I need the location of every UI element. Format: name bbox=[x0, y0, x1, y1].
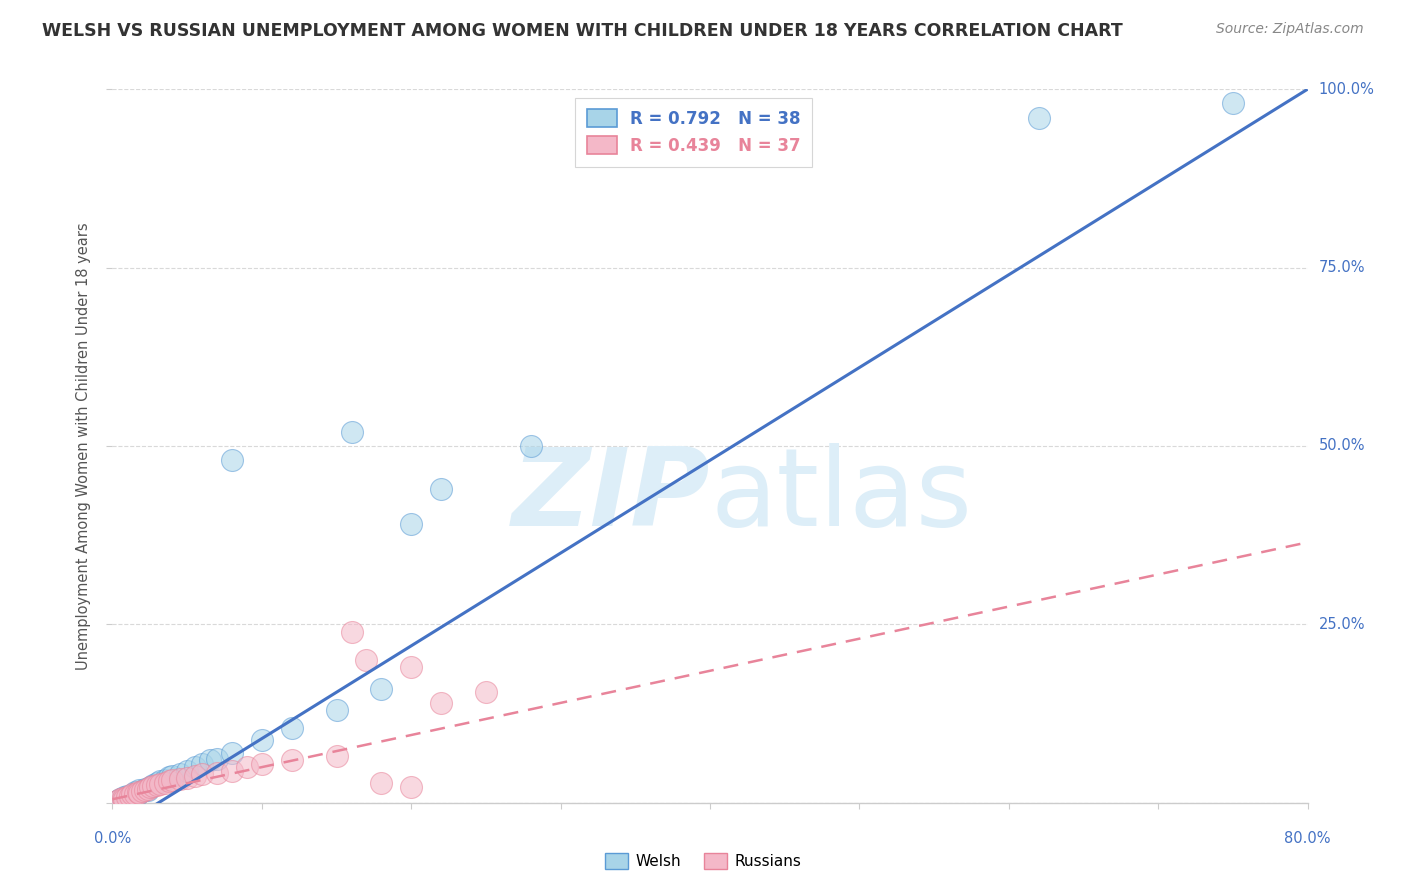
Point bbox=[108, 791, 131, 805]
Point bbox=[153, 772, 176, 787]
Point bbox=[176, 764, 198, 778]
Point bbox=[370, 681, 392, 696]
Point bbox=[205, 751, 228, 765]
Point bbox=[198, 753, 221, 767]
Text: 0.0%: 0.0% bbox=[94, 830, 131, 846]
Point bbox=[250, 756, 273, 771]
Point bbox=[169, 767, 191, 781]
Point bbox=[122, 787, 145, 801]
Point bbox=[105, 794, 128, 808]
Point bbox=[120, 789, 142, 803]
Point bbox=[139, 780, 162, 794]
Point bbox=[124, 787, 146, 801]
Point bbox=[325, 749, 347, 764]
Point bbox=[191, 756, 214, 771]
Point bbox=[117, 790, 139, 805]
Point bbox=[134, 781, 156, 796]
Point bbox=[131, 784, 153, 798]
Point bbox=[191, 767, 214, 781]
Point bbox=[176, 771, 198, 785]
Point bbox=[139, 780, 162, 794]
Text: 25.0%: 25.0% bbox=[1319, 617, 1365, 632]
Point bbox=[138, 783, 160, 797]
Point bbox=[250, 733, 273, 747]
Point bbox=[114, 791, 135, 805]
Point bbox=[340, 624, 363, 639]
Point bbox=[131, 784, 153, 798]
Point bbox=[401, 660, 423, 674]
Point bbox=[128, 786, 150, 800]
Point bbox=[127, 785, 149, 799]
Point bbox=[281, 753, 304, 767]
Point bbox=[325, 703, 347, 717]
Point bbox=[142, 778, 165, 792]
Text: 75.0%: 75.0% bbox=[1319, 260, 1365, 275]
Point bbox=[221, 453, 243, 467]
Point bbox=[162, 772, 183, 787]
Point bbox=[142, 780, 165, 794]
Point bbox=[121, 787, 143, 801]
Point bbox=[169, 772, 191, 787]
Point bbox=[520, 439, 543, 453]
Point bbox=[401, 780, 423, 794]
Point bbox=[430, 696, 453, 710]
Point bbox=[114, 790, 135, 805]
Point bbox=[475, 685, 498, 699]
Point bbox=[401, 517, 423, 532]
Point bbox=[111, 790, 134, 805]
Point bbox=[128, 783, 150, 797]
Point bbox=[124, 785, 146, 799]
Point bbox=[146, 778, 169, 792]
Point bbox=[1028, 111, 1050, 125]
Point bbox=[134, 783, 156, 797]
Legend: Welsh, Russians: Welsh, Russians bbox=[599, 847, 807, 875]
Point bbox=[111, 793, 134, 807]
Text: WELSH VS RUSSIAN UNEMPLOYMENT AMONG WOMEN WITH CHILDREN UNDER 18 YEARS CORRELATI: WELSH VS RUSSIAN UNEMPLOYMENT AMONG WOME… bbox=[42, 22, 1123, 40]
Point bbox=[162, 769, 183, 783]
Point bbox=[340, 425, 363, 439]
Point bbox=[221, 764, 243, 778]
Point bbox=[157, 774, 180, 789]
Point bbox=[146, 776, 169, 790]
Legend: R = 0.792   N = 38, R = 0.439   N = 37: R = 0.792 N = 38, R = 0.439 N = 37 bbox=[575, 97, 813, 167]
Text: 100.0%: 100.0% bbox=[1319, 82, 1375, 96]
Point bbox=[221, 746, 243, 760]
Point bbox=[108, 792, 131, 806]
Point bbox=[127, 787, 149, 801]
Y-axis label: Unemployment Among Women with Children Under 18 years: Unemployment Among Women with Children U… bbox=[76, 222, 91, 670]
Text: atlas: atlas bbox=[710, 443, 972, 549]
Point bbox=[370, 776, 392, 790]
Point bbox=[356, 653, 378, 667]
Point bbox=[149, 774, 172, 789]
Point bbox=[281, 721, 304, 735]
Point bbox=[183, 769, 205, 783]
Point bbox=[149, 776, 172, 790]
Text: 80.0%: 80.0% bbox=[1284, 830, 1331, 846]
Point bbox=[236, 760, 259, 774]
Point bbox=[105, 794, 128, 808]
Point bbox=[138, 781, 160, 796]
Point bbox=[183, 760, 205, 774]
Point bbox=[117, 789, 139, 803]
Point bbox=[205, 765, 228, 780]
Point bbox=[430, 482, 453, 496]
Point bbox=[157, 770, 180, 784]
Text: Source: ZipAtlas.com: Source: ZipAtlas.com bbox=[1216, 22, 1364, 37]
Point bbox=[1222, 96, 1244, 111]
Point bbox=[120, 790, 142, 805]
Point bbox=[153, 776, 176, 790]
Text: 50.0%: 50.0% bbox=[1319, 439, 1365, 453]
Text: ZIP: ZIP bbox=[512, 443, 710, 549]
